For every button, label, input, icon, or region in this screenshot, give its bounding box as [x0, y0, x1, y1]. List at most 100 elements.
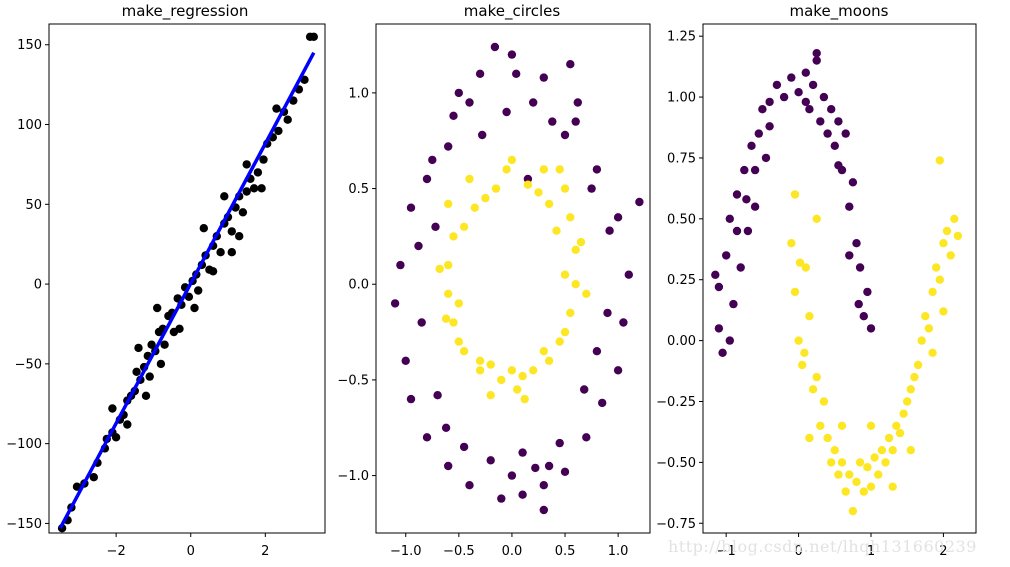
data-point-s0-70 — [227, 248, 236, 257]
watermark-text: http://blog.csdn.net/lhqh131660239 — [668, 537, 977, 556]
data-point-s1-34 — [906, 385, 915, 394]
panel-circles: make_circles −1.0 −0.5 0.0 0.5 1.0 −1.0 −0.5 0.… — [337, 2, 651, 559]
data-point-s1-33 — [475, 356, 485, 365]
data-point-s1-6 — [566, 213, 575, 222]
data-point-s0-19 — [794, 88, 803, 97]
data-point-s0-19 — [582, 433, 591, 442]
data-point-s0-0 — [490, 42, 500, 52]
data-point-s0-21 — [147, 340, 156, 349]
data-point-s1-52 — [866, 421, 876, 430]
data-point-s0-57 — [283, 115, 292, 124]
y-tick-label: 0 — [34, 278, 42, 293]
x-tick-label: 1 — [867, 544, 875, 559]
data-point-s1-10 — [571, 280, 580, 289]
data-point-s1-18 — [848, 506, 858, 516]
data-point-s0-23 — [812, 56, 821, 65]
data-point-s0-52 — [259, 155, 268, 164]
data-point-s0-33 — [580, 385, 589, 394]
data-point-s0-21 — [805, 105, 814, 114]
data-point-s1-16 — [544, 356, 554, 365]
data-point-s1-15 — [837, 458, 847, 467]
data-point-s1-39 — [924, 324, 934, 333]
data-point-s0-40 — [714, 282, 724, 292]
x-tick-label: 0.0 — [502, 544, 523, 559]
data-point-s0-31 — [841, 129, 850, 138]
axes-frame — [48, 23, 326, 534]
data-point-s0-13 — [758, 105, 767, 114]
data-point-s1-13 — [449, 318, 458, 327]
data-point-s0-0 — [711, 270, 720, 279]
data-point-s1-10 — [819, 397, 829, 406]
y-tick-label: 1.25 — [667, 30, 696, 45]
data-point-s1-5 — [444, 199, 453, 209]
data-point-s1-4 — [798, 360, 807, 370]
data-point-s0-64 — [123, 420, 132, 429]
data-point-s0-2 — [718, 348, 727, 357]
data-point-s0-49 — [431, 222, 440, 231]
x-tick-label: 0 — [794, 544, 802, 559]
data-point-s0-50 — [249, 184, 259, 193]
data-point-s0-24 — [816, 117, 825, 126]
data-point-s1-2 — [790, 287, 800, 297]
data-point-s0-74 — [134, 343, 143, 353]
data-point-s1-40 — [928, 287, 937, 297]
data-point-s1-43 — [939, 239, 948, 248]
y-tick-label: 150 — [17, 38, 42, 53]
data-point-s0-37 — [863, 287, 872, 297]
data-point-s1-23 — [470, 203, 479, 212]
data-point-s0-50 — [592, 347, 602, 356]
y-tick-label: −100 — [6, 437, 42, 452]
panel-circles-title: make_circles — [464, 2, 561, 21]
axes-frame — [375, 23, 651, 534]
data-point-s0-69 — [208, 267, 218, 276]
data-point-s1-13 — [830, 446, 839, 455]
data-point-s1-47 — [953, 231, 963, 241]
data-point-s0-38 — [866, 324, 876, 333]
y-tick-label: 0.00 — [667, 334, 696, 349]
data-point-s0-47 — [238, 208, 248, 217]
data-point-s0-18 — [422, 433, 432, 442]
data-point-s1-20 — [855, 458, 865, 467]
data-point-s1-36 — [913, 360, 923, 370]
data-point-s0-42 — [742, 195, 751, 204]
y-tick-label: −0.25 — [656, 395, 696, 410]
data-point-s1-26 — [877, 446, 887, 455]
data-point-s1-26 — [523, 180, 533, 189]
data-point-s0-37 — [605, 226, 614, 235]
data-point-s0-11 — [624, 270, 633, 279]
data-point-s0-10 — [111, 433, 121, 442]
y-tick-label: 0.50 — [667, 212, 696, 227]
data-point-s0-3 — [722, 251, 731, 260]
data-point-s0-51 — [441, 423, 451, 432]
data-point-s0-78 — [235, 232, 244, 241]
data-point-s1-8 — [812, 372, 821, 382]
data-point-s0-12 — [754, 129, 763, 138]
data-point-s1-18 — [518, 371, 527, 381]
data-point-s0-36 — [859, 312, 868, 321]
y-tick-label: 1.0 — [348, 86, 369, 101]
data-point-s1-42 — [576, 237, 586, 247]
y-tick-label: 0.0 — [348, 278, 369, 293]
data-point-s1-36 — [534, 188, 543, 197]
data-point-s1-7 — [449, 232, 458, 241]
data-point-s0-39 — [587, 184, 596, 193]
data-point-s1-32 — [899, 409, 908, 418]
data-point-s0-75 — [153, 303, 162, 313]
data-point-s0-16 — [406, 394, 416, 404]
panel-moons-title: make_moons — [790, 2, 889, 21]
data-point-s0-13 — [619, 318, 628, 327]
y-tick-label: −0.50 — [656, 456, 696, 471]
data-point-s0-17 — [598, 398, 607, 408]
y-tick-label: 0.25 — [667, 273, 696, 288]
data-point-s0-77 — [220, 192, 229, 201]
data-point-s0-44 — [227, 227, 236, 236]
data-point-s0-53 — [544, 461, 554, 471]
data-point-s0-40 — [444, 142, 453, 151]
data-point-s0-5 — [729, 299, 738, 309]
data-point-s1-7 — [808, 385, 818, 394]
data-point-s1-14 — [555, 337, 564, 346]
y-tick-label: −50 — [15, 357, 42, 372]
y-tick-label: 1.00 — [667, 91, 696, 106]
data-point-s1-48 — [935, 156, 944, 165]
